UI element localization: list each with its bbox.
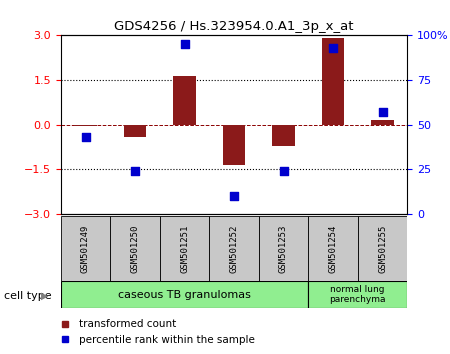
Text: caseous TB granulomas: caseous TB granulomas xyxy=(118,290,251,300)
Text: GSM501249: GSM501249 xyxy=(81,224,90,273)
Bar xyxy=(173,76,196,125)
Point xyxy=(280,169,287,174)
Text: ▶: ▶ xyxy=(41,291,49,301)
Point xyxy=(82,135,89,140)
Text: GSM501251: GSM501251 xyxy=(180,224,189,273)
Text: GSM501255: GSM501255 xyxy=(378,224,387,273)
Bar xyxy=(308,281,407,308)
Bar xyxy=(74,125,97,126)
Bar xyxy=(308,216,358,281)
Text: GSM501250: GSM501250 xyxy=(130,224,140,273)
Title: GDS4256 / Hs.323954.0.A1_3p_x_at: GDS4256 / Hs.323954.0.A1_3p_x_at xyxy=(114,20,354,33)
Point xyxy=(379,109,386,115)
Text: GSM501253: GSM501253 xyxy=(279,224,288,273)
Bar xyxy=(371,120,394,125)
Point xyxy=(181,41,188,47)
Text: GSM501252: GSM501252 xyxy=(230,224,238,273)
Bar xyxy=(61,281,308,308)
Point xyxy=(230,193,238,199)
Bar xyxy=(209,216,259,281)
Bar xyxy=(124,125,146,137)
Bar xyxy=(259,216,308,281)
Bar xyxy=(322,38,344,125)
Point xyxy=(329,45,337,51)
Text: cell type: cell type xyxy=(4,291,52,301)
Legend: transformed count, percentile rank within the sample: transformed count, percentile rank withi… xyxy=(50,315,259,349)
Bar xyxy=(110,216,160,281)
Bar xyxy=(272,125,295,145)
Text: GSM501254: GSM501254 xyxy=(328,224,338,273)
Bar xyxy=(358,216,407,281)
Bar xyxy=(160,216,209,281)
Text: normal lung
parenchyma: normal lung parenchyma xyxy=(329,285,386,304)
Bar xyxy=(61,216,110,281)
Point xyxy=(131,169,139,174)
Bar xyxy=(223,125,245,165)
